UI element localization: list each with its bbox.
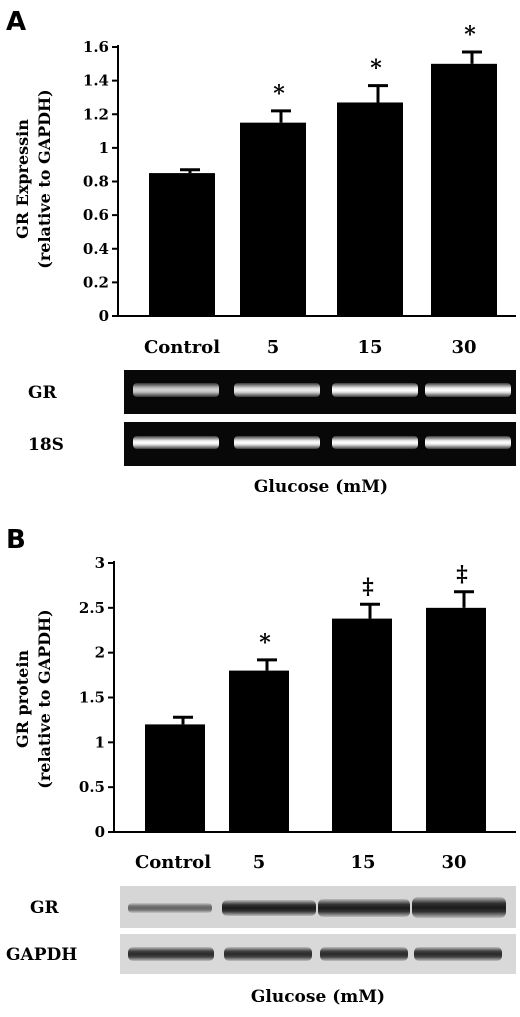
y-axis-label-line-2: (relative to GAPDH) xyxy=(35,89,54,268)
category-label-15: 15 xyxy=(350,852,375,873)
y-tick-label: 3 xyxy=(95,554,105,572)
blot-band xyxy=(128,903,212,913)
x-axis-label: Glucose (mM) xyxy=(254,477,388,497)
y-tick-label: 0.4 xyxy=(83,240,109,258)
significance-marker: ‡ xyxy=(362,574,374,600)
bar xyxy=(332,618,392,832)
gel-band xyxy=(332,383,418,397)
category-label-5: 5 xyxy=(267,337,280,358)
gel-band xyxy=(332,436,418,449)
blot-band xyxy=(320,947,408,961)
y-tick-label: 0 xyxy=(99,307,109,325)
y-axis-label: GR protein (relative to GAPDH) xyxy=(13,609,54,788)
y-axis-label: GR Expressin (relative to GAPDH) xyxy=(13,89,54,268)
plot-area: 0 0.5 1 1.5 2 2.5 3 * ‡ ‡ xyxy=(79,554,516,841)
y-tick-label: 1 xyxy=(95,733,105,751)
bar xyxy=(229,670,289,832)
category-label-control: Control xyxy=(144,337,220,358)
gel-band xyxy=(425,383,511,397)
panel-a: A GR Expressin (relative to GAPDH) 00.20… xyxy=(6,7,516,497)
category-label-30: 30 xyxy=(441,852,466,873)
category-label-control: Control xyxy=(135,852,211,873)
gel-band xyxy=(425,436,511,449)
gel-image xyxy=(124,370,516,466)
blot-band xyxy=(414,947,502,961)
blot-label-gr: GR xyxy=(28,383,58,403)
gel-band xyxy=(234,383,320,397)
blot-label-gr: GR xyxy=(30,898,60,918)
gel-band xyxy=(234,436,320,449)
category-label-5: 5 xyxy=(253,852,266,873)
y-tick-label: 0.5 xyxy=(79,778,105,796)
bar xyxy=(431,63,497,316)
panel-letter: B xyxy=(6,525,26,555)
western-blot-image xyxy=(120,886,516,974)
significance-marker: * xyxy=(464,22,476,48)
y-tick-label: 2.5 xyxy=(79,599,105,617)
y-tick-label: 0.6 xyxy=(83,206,109,224)
blot-band xyxy=(318,899,410,917)
significance-marker: * xyxy=(259,630,271,656)
significance-marker: * xyxy=(370,56,382,82)
blot-label-18s: 18S xyxy=(28,435,64,455)
y-axis-label-line-2: (relative to GAPDH) xyxy=(35,609,54,788)
gel-band xyxy=(133,383,219,397)
y-tick-label: 1.5 xyxy=(79,689,105,707)
bar xyxy=(240,122,306,316)
y-tick-label: 1.6 xyxy=(83,38,109,56)
category-label-15: 15 xyxy=(357,337,382,358)
blot-band xyxy=(224,947,312,961)
blot-band xyxy=(222,900,316,916)
y-tick-label: 1.4 xyxy=(83,72,109,90)
bar xyxy=(337,102,403,316)
y-tick-label: 1 xyxy=(99,139,109,157)
y-tick-label: 0.2 xyxy=(83,273,109,291)
category-label-30: 30 xyxy=(451,337,476,358)
y-axis-label-line-1: GR Expressin xyxy=(13,119,32,239)
y-axis-label-line-1: GR protein xyxy=(13,650,32,748)
y-tick-label: 0 xyxy=(95,823,105,841)
gel-band xyxy=(133,436,219,449)
bar xyxy=(145,724,205,832)
panel-letter: A xyxy=(6,7,26,37)
blot-band xyxy=(412,897,506,918)
blot-label-gapdh: GAPDH xyxy=(6,945,77,965)
x-axis-label: Glucose (mM) xyxy=(251,987,385,1007)
panel-b: B GR protein (relative to GAPDH) 0 0.5 1 1.… xyxy=(6,525,516,1007)
bar xyxy=(149,173,215,316)
y-tick-label: 0.8 xyxy=(83,173,109,191)
y-tick-label: 1.2 xyxy=(83,105,109,123)
significance-marker: ‡ xyxy=(456,562,468,588)
y-tick-label: 2 xyxy=(95,644,105,662)
significance-marker: * xyxy=(273,81,285,107)
bar xyxy=(426,607,486,832)
plot-area: 0 0.2 0.4 0.6 0.8 1 1.2 1.4 1.6 * * * xyxy=(83,22,516,325)
blot-band xyxy=(128,947,214,961)
